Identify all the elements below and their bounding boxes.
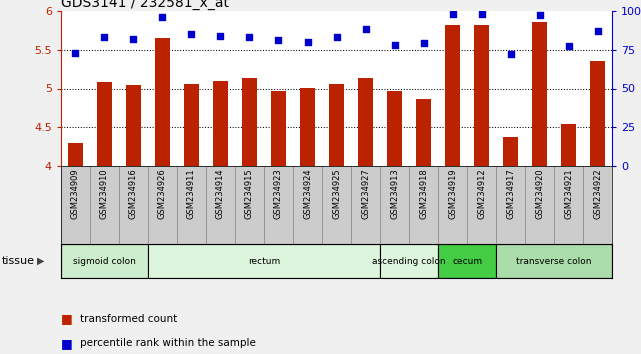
Bar (126, 85, 140, 166)
FancyBboxPatch shape (61, 166, 90, 244)
FancyBboxPatch shape (380, 244, 438, 278)
Point (244, 34, 254, 40)
Text: GDS3141 / 232581_x_at: GDS3141 / 232581_x_at (61, 0, 229, 10)
Text: transformed count: transformed count (80, 314, 178, 324)
Text: GSM234909: GSM234909 (71, 169, 80, 219)
Point (360, 27, 370, 32)
Bar (416, 99, 431, 166)
Text: ■: ■ (61, 337, 72, 350)
Text: GSM234922: GSM234922 (593, 169, 602, 219)
Text: GSM234919: GSM234919 (448, 169, 457, 219)
FancyBboxPatch shape (438, 244, 496, 278)
Text: percentile rank within the sample: percentile rank within the sample (80, 338, 256, 348)
Point (99, 34, 110, 40)
Bar (562, 124, 576, 166)
Text: GSM234921: GSM234921 (564, 169, 573, 219)
FancyBboxPatch shape (496, 166, 525, 244)
Point (71, 50, 81, 56)
Text: GSM234923: GSM234923 (274, 169, 283, 219)
Text: GSM234918: GSM234918 (419, 169, 428, 219)
FancyBboxPatch shape (438, 166, 467, 244)
FancyBboxPatch shape (525, 166, 554, 244)
Bar (300, 88, 315, 166)
FancyBboxPatch shape (583, 166, 612, 244)
Bar (533, 22, 547, 166)
FancyBboxPatch shape (119, 166, 148, 244)
Text: GSM234916: GSM234916 (129, 169, 138, 219)
FancyBboxPatch shape (61, 244, 148, 278)
Text: GSM234927: GSM234927 (361, 169, 370, 219)
Point (390, 42, 400, 48)
Point (303, 39, 313, 45)
Text: GSM234920: GSM234920 (535, 169, 544, 219)
FancyBboxPatch shape (264, 166, 293, 244)
Point (157, 14, 167, 20)
Text: GSM234917: GSM234917 (506, 169, 515, 219)
Point (506, 51, 516, 57)
FancyBboxPatch shape (351, 166, 380, 244)
Bar (358, 78, 373, 166)
Bar (155, 38, 170, 166)
Bar (590, 61, 605, 166)
FancyBboxPatch shape (293, 166, 322, 244)
Bar (329, 84, 344, 166)
Text: GSM234925: GSM234925 (332, 169, 341, 219)
Text: transverse colon: transverse colon (517, 257, 592, 266)
FancyBboxPatch shape (322, 166, 351, 244)
FancyBboxPatch shape (148, 166, 177, 244)
Bar (184, 84, 199, 166)
Point (331, 34, 342, 40)
FancyBboxPatch shape (177, 166, 206, 244)
Point (563, 44, 574, 49)
Text: ■: ■ (61, 312, 72, 325)
Text: GSM234911: GSM234911 (187, 169, 196, 219)
FancyBboxPatch shape (235, 166, 264, 244)
FancyBboxPatch shape (380, 166, 409, 244)
Bar (474, 25, 489, 166)
FancyBboxPatch shape (409, 166, 438, 244)
Point (215, 33, 226, 38)
Point (447, 11, 458, 17)
FancyBboxPatch shape (467, 166, 496, 244)
FancyBboxPatch shape (148, 244, 380, 278)
Bar (68, 143, 83, 166)
Point (187, 31, 197, 37)
Text: GSM234910: GSM234910 (100, 169, 109, 219)
Bar (503, 137, 518, 166)
Text: rectum: rectum (248, 257, 280, 266)
Text: GSM234924: GSM234924 (303, 169, 312, 219)
FancyBboxPatch shape (90, 166, 119, 244)
Bar (387, 91, 402, 166)
Point (273, 38, 283, 43)
Text: GSM234915: GSM234915 (245, 169, 254, 219)
Point (535, 12, 545, 18)
Point (476, 11, 487, 17)
Bar (271, 91, 286, 166)
FancyBboxPatch shape (206, 166, 235, 244)
Text: GSM234913: GSM234913 (390, 169, 399, 219)
FancyBboxPatch shape (496, 244, 612, 278)
Point (128, 36, 138, 41)
Text: GSM234914: GSM234914 (216, 169, 225, 219)
Text: ▶: ▶ (37, 256, 45, 266)
Bar (97, 82, 112, 166)
Text: GSM234912: GSM234912 (477, 169, 486, 219)
Bar (445, 25, 460, 166)
Point (419, 40, 429, 46)
FancyBboxPatch shape (554, 166, 583, 244)
Text: GSM234926: GSM234926 (158, 169, 167, 219)
Point (592, 28, 603, 34)
Text: tissue: tissue (1, 256, 34, 266)
Bar (213, 81, 228, 166)
Text: ascending colon: ascending colon (372, 257, 446, 266)
Text: sigmoid colon: sigmoid colon (73, 257, 136, 266)
Text: cecum: cecum (452, 257, 482, 266)
Bar (242, 78, 257, 166)
